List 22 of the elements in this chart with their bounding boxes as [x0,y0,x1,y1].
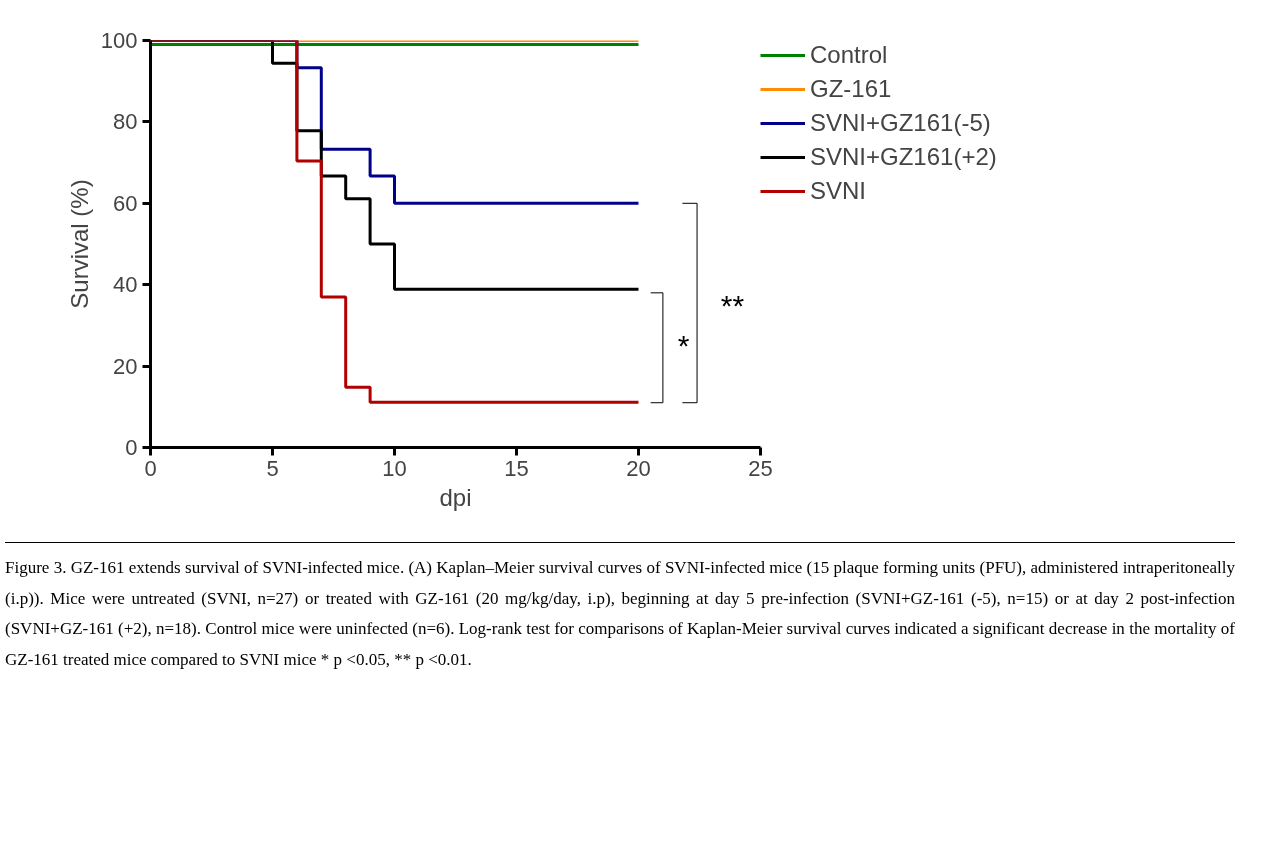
legend-label: SVNI [810,176,867,206]
caption: Figure 3. GZ-161 extends survival of SVNI-infected mice. (A) Kaplan–Meier survival curves of SVNI-infected mice (15 plaque forming units (PFU), administered intraperitoneally (i.p)). Mice were untreated (SVNI, n=27) or treated with GZ-161 (20 mg/kg/day, i.p), beginning at day 5 pre-infection (SVNI+GZ-161 (-5), n=15) or at day 2 post-infection (SVNI+GZ-161 (+2), n=18). Control mice were uninfected (n=6). Log-rank test for comparisons of Kaplan-Meier survival curves indicated a significant decrease in the mortality of GZ-161 treated mice compared to SVNI mice * p <0.05, ** p <0.01. [5,542,1235,676]
y-tick-label: 100 [100,28,138,53]
legend-label: SVNI+GZ161(+2) [810,142,997,172]
x-tick-label: 10 [382,455,407,481]
legend-label: Control [810,40,888,70]
y-tick-label: 80 [113,109,138,135]
y-tick-label: 60 [113,190,138,216]
annotation: ** [720,288,745,322]
legend-label: GZ-161 [810,74,892,104]
legend-label: SVNI+GZ161(-5) [810,108,991,138]
x-tick-label: 0 [144,455,157,481]
y-axis-title: Survival (%) [65,179,93,309]
x-tick-label: 15 [504,455,529,481]
y-tick-label: 20 [113,353,138,379]
y-tick-label: 40 [113,272,138,298]
x-tick-label: 20 [626,455,651,481]
annotation: * [677,329,690,363]
x-axis-title: dpi [439,483,472,511]
x-tick-label: 5 [266,455,279,481]
x-tick-label: 25 [748,455,773,481]
y-tick-label: 0 [125,435,138,460]
